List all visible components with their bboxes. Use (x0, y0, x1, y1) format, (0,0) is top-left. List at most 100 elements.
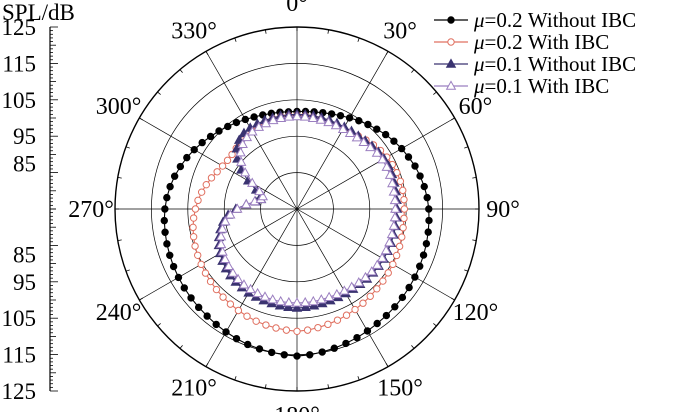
data-point (420, 182, 428, 191)
angle-tick-label: 300° (96, 94, 142, 120)
data-point (376, 252, 388, 262)
data-point (220, 216, 231, 226)
angle-tick-label: 240° (96, 300, 142, 326)
data-point (399, 186, 407, 195)
data-point (364, 120, 372, 129)
angle-minor-tick (472, 177, 477, 179)
data-point (237, 138, 248, 149)
data-point (235, 147, 246, 157)
radial-tick-label: 115 (2, 343, 36, 368)
data-point (252, 317, 260, 325)
angle-minor-tick (411, 69, 415, 73)
data-point (391, 303, 399, 311)
data-point (217, 223, 228, 233)
data-point (161, 228, 169, 236)
data-point (191, 242, 199, 250)
data-point (194, 303, 203, 312)
data-point (419, 251, 428, 259)
data-point (283, 301, 294, 311)
data-point (411, 162, 419, 170)
data-point (236, 156, 247, 166)
data-point (225, 209, 236, 219)
data-point (303, 326, 312, 334)
data-point (327, 110, 336, 118)
legend-label: =0.2 With IBC (485, 30, 610, 54)
data-point (232, 334, 241, 343)
data-point (390, 203, 401, 213)
legend-marker (445, 80, 457, 90)
data-point (174, 273, 183, 282)
data-point (280, 351, 288, 359)
data-point (291, 110, 303, 121)
data-point (371, 147, 383, 157)
data-point (262, 321, 270, 329)
data-point (424, 228, 432, 236)
data-point (202, 180, 210, 189)
data-point (197, 260, 205, 269)
data-point (291, 297, 303, 307)
data-point (163, 240, 171, 248)
grid-spoke (296, 117, 455, 210)
data-point (353, 276, 364, 287)
data-point (382, 311, 391, 320)
data-point (268, 348, 276, 357)
data-point (306, 351, 314, 359)
data-point (226, 300, 235, 308)
data-point (238, 279, 250, 289)
data-point (232, 203, 243, 213)
radial-tick-label: 105 (2, 306, 37, 331)
angle-minor-tick (234, 376, 237, 381)
data-point (345, 114, 354, 122)
angle-minor-tick (385, 51, 389, 56)
data-point (291, 302, 303, 312)
data-point (234, 306, 243, 315)
data-point (272, 324, 280, 332)
data-point (425, 216, 433, 225)
data-point (389, 211, 401, 222)
data-point (293, 327, 301, 336)
radial-tick-label: 85 (13, 242, 36, 267)
data-point (384, 236, 395, 247)
data-point (331, 288, 343, 299)
data-point (387, 177, 398, 188)
legend-entry: μ=0.2 With IBC (473, 30, 609, 54)
data-point (373, 285, 381, 293)
data-point (381, 161, 392, 171)
data-point (360, 271, 371, 282)
angle-minor-tick (433, 91, 437, 95)
angle-minor-tick (472, 239, 477, 241)
angle-minor-tick (357, 376, 360, 381)
data-point (189, 232, 198, 241)
data-point (243, 340, 252, 349)
angle-minor-tick (139, 117, 144, 121)
angle-minor-tick (234, 37, 237, 42)
data-point (219, 253, 231, 264)
legend-mu-symbol: μ (473, 52, 485, 76)
data-point (337, 123, 349, 133)
data-point (259, 291, 271, 301)
data-point (247, 126, 258, 136)
data-point (333, 316, 342, 324)
data-point (300, 301, 311, 311)
data-point (342, 311, 351, 319)
data-point (366, 266, 377, 276)
angle-tick-label: 120° (453, 300, 499, 326)
data-point (359, 299, 367, 307)
angle-minor-tick (125, 269, 130, 272)
data-point (330, 344, 339, 352)
radial-axis: 85 85 95 95 105 105 115 115 125 125 (2, 15, 58, 404)
data-point (198, 138, 206, 147)
angle-minor-tick (450, 117, 455, 121)
data-point (315, 114, 327, 124)
data-point (351, 131, 363, 142)
data-point (422, 239, 431, 248)
data-point (336, 111, 345, 120)
radial-tick-label: 115 (2, 51, 36, 76)
legend-label: =0.1 Without IBC (485, 52, 637, 76)
series-layer (160, 107, 433, 360)
data-point (197, 188, 206, 196)
data-point (275, 112, 287, 123)
data-point (399, 224, 407, 232)
data-point (386, 228, 398, 239)
